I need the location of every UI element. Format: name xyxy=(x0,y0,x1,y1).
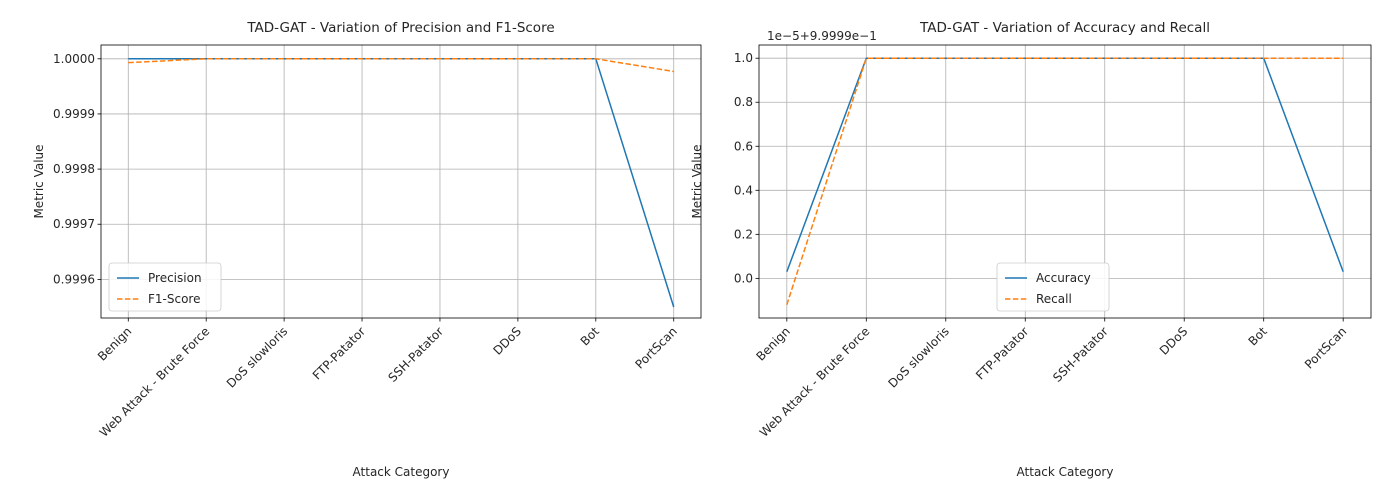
y-tick-label: 0.9996 xyxy=(53,272,95,286)
x-tick-label: PortScan xyxy=(632,324,679,371)
y-tick-label: 0.9997 xyxy=(53,217,95,231)
x-tick-label: SSH-Patator xyxy=(385,324,446,385)
series-line-f1-score xyxy=(128,58,674,73)
legend-label: Precision xyxy=(148,271,202,285)
series-line-accuracy xyxy=(786,57,1344,273)
x-tick-label: Bot xyxy=(578,324,602,348)
x-tick-label: DDoS xyxy=(490,324,524,358)
x-tick-label: DoS slowloris xyxy=(224,324,290,390)
legend: Precision F1-Score xyxy=(108,262,222,312)
x-axis-label: Attack Category xyxy=(353,465,450,479)
y-tick-label: 0.8 xyxy=(734,95,753,109)
y-tick-label: 0.4 xyxy=(734,183,753,197)
x-tick-label: DoS slowloris xyxy=(885,324,951,390)
y-tick-label: 0.0 xyxy=(734,271,753,285)
legend-label: Accuracy xyxy=(1036,271,1091,285)
legend: Accuracy Recall xyxy=(996,262,1110,312)
plot-frame xyxy=(100,44,702,319)
chart-title: TAD-GAT - Variation of Accuracy and Reca… xyxy=(919,20,1210,36)
x-axis-label: Attack Category xyxy=(1017,465,1114,479)
x-tick-label: DDoS xyxy=(1157,324,1191,358)
chart-panel-1: 0.99960.99970.99980.99991.0000BenignWeb … xyxy=(32,20,702,479)
x-tick-label: Benign xyxy=(753,324,792,363)
y-offset-text: 1e−5+9.9999e−1 xyxy=(767,29,877,43)
legend-label: F1-Score xyxy=(148,292,200,306)
y-tick-label: 1.0 xyxy=(734,51,753,65)
y-tick-label: 1.0000 xyxy=(53,52,95,66)
x-tick-label: Benign xyxy=(95,324,134,363)
y-axis-label: Metric Value xyxy=(690,144,704,218)
legend-label: Recall xyxy=(1036,292,1072,306)
x-tick-label: PortScan xyxy=(1302,324,1349,371)
series-line-recall xyxy=(786,57,1344,306)
y-tick-label: 0.9999 xyxy=(53,107,95,121)
y-axis-label: Metric Value xyxy=(32,144,46,218)
x-tick-label: Bot xyxy=(1246,324,1270,348)
x-tick-label: SSH-Patator xyxy=(1050,324,1111,385)
x-tick-label: FTP-Patator xyxy=(973,324,1031,382)
chart-title: TAD-GAT - Variation of Precision and F1-… xyxy=(246,20,554,36)
y-tick-label: 0.9998 xyxy=(53,162,95,176)
x-tick-label: FTP-Patator xyxy=(310,324,368,382)
plot-frame xyxy=(758,44,1372,319)
y-tick-label: 0.2 xyxy=(734,227,753,241)
y-tick-label: 0.6 xyxy=(734,139,753,153)
